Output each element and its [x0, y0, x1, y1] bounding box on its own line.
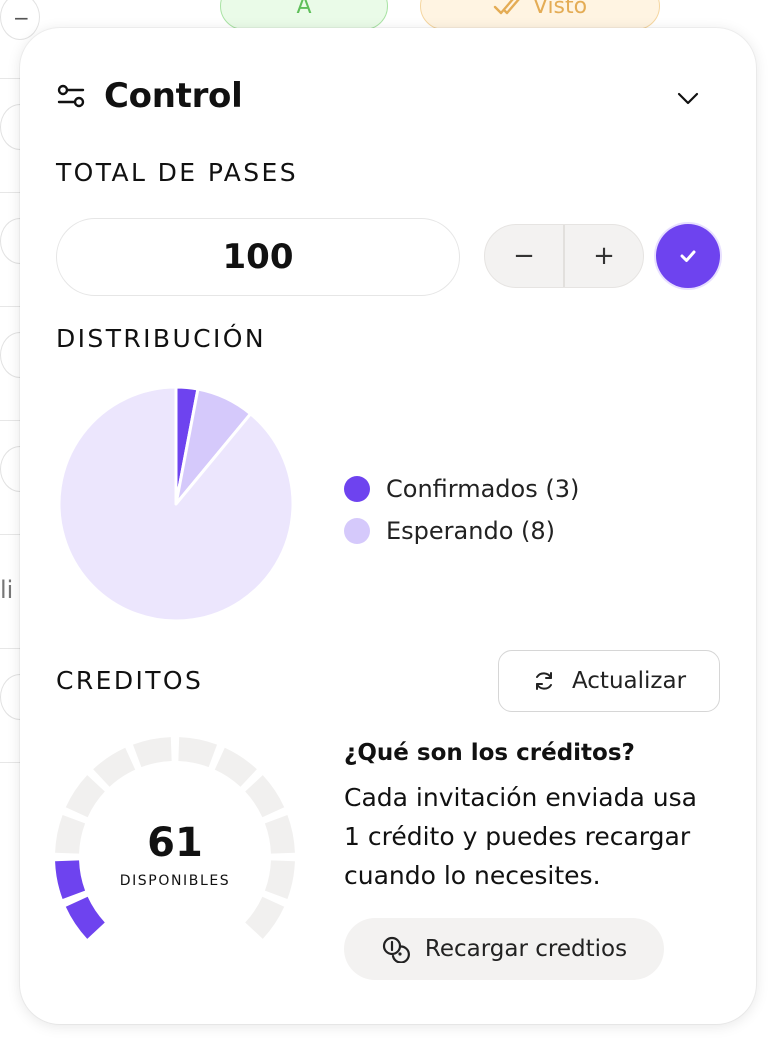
refresh-label: Actualizar	[571, 668, 687, 694]
gauge-segment-empty	[65, 775, 105, 818]
refresh-icon	[535, 672, 552, 690]
gauge-segment-filled	[65, 896, 105, 939]
gauge-segment-empty	[214, 747, 257, 787]
quantity-stepper: − +	[484, 224, 644, 288]
gauge-segment-empty	[245, 896, 285, 939]
confirm-button[interactable]	[656, 224, 720, 288]
credits-info-line: 1 crédito y puedes recargar	[344, 822, 691, 851]
background-pill-label: A	[296, 0, 312, 19]
legend-label-confirmed: Confirmados (3)	[386, 475, 580, 503]
background-partial-text: li	[0, 576, 14, 604]
legend-item-confirmed: Confirmados (3)	[344, 468, 579, 510]
credits-info-question: ¿Qué son los créditos?	[344, 740, 635, 766]
legend-dot-waiting	[344, 518, 370, 544]
refresh-button[interactable]: Actualizar	[498, 650, 720, 712]
decrement-button[interactable]: −	[513, 241, 535, 271]
gauge-segment-empty	[178, 737, 218, 768]
increment-button[interactable]: +	[593, 241, 615, 271]
distribution-pie-chart	[57, 385, 295, 623]
credits-info-line: cuando lo necesites.	[344, 861, 601, 890]
legend-dot-confirmed	[344, 476, 370, 502]
legend-label-waiting: Esperando (8)	[386, 517, 555, 545]
panel-title: Control	[104, 76, 243, 116]
panel-header: Control	[56, 76, 243, 116]
gauge-segment-empty	[264, 860, 295, 900]
stepper-divider	[563, 225, 565, 287]
gauge-segment-empty	[55, 814, 86, 854]
gauge-segment-filled	[55, 860, 86, 900]
gauge-segment-empty	[264, 814, 295, 854]
total-passes-title: TOTAL DE PASES	[56, 158, 298, 187]
gauge-segment-empty	[245, 775, 285, 818]
distribution-title: DISTRIBUCIÓN	[56, 324, 266, 353]
credits-gauge	[55, 737, 295, 939]
credits-info-line: Cada invitación enviada usa	[344, 783, 697, 812]
background-minus: −	[13, 6, 30, 30]
recharge-credits-button[interactable]: Recargar credtios	[344, 918, 664, 980]
pie-slice-remaining	[57, 385, 295, 623]
total-passes-input[interactable]: 100	[56, 218, 460, 296]
credits-available-value: 61	[147, 820, 203, 866]
control-panel: Control TOTAL DE PASES 100 − + DISTRIBUC…	[20, 28, 756, 1024]
coins-icon	[382, 936, 410, 963]
gauge-segment-empty	[93, 747, 136, 787]
distribution-legend: Confirmados (3) Esperando (8)	[344, 468, 579, 552]
credits-available-label: DISPONIBLES	[119, 873, 231, 889]
credits-info-text: Cada invitación enviada usa 1 crédito y …	[344, 778, 734, 895]
background-pill-label: Visto	[532, 0, 588, 19]
check-icon	[680, 250, 696, 262]
double-check-icon	[493, 0, 520, 15]
credits-title: CREDITOS	[56, 666, 204, 695]
background-seen-pill: Visto	[420, 0, 660, 30]
background-avatar	[0, 0, 40, 40]
chevron-down-icon[interactable]	[676, 88, 700, 108]
recharge-label: Recargar credtios	[424, 936, 628, 962]
background-status-pill: A	[220, 0, 388, 30]
gauge-segment-empty	[132, 737, 172, 768]
sliders-icon	[57, 84, 85, 108]
legend-item-waiting: Esperando (8)	[344, 510, 579, 552]
